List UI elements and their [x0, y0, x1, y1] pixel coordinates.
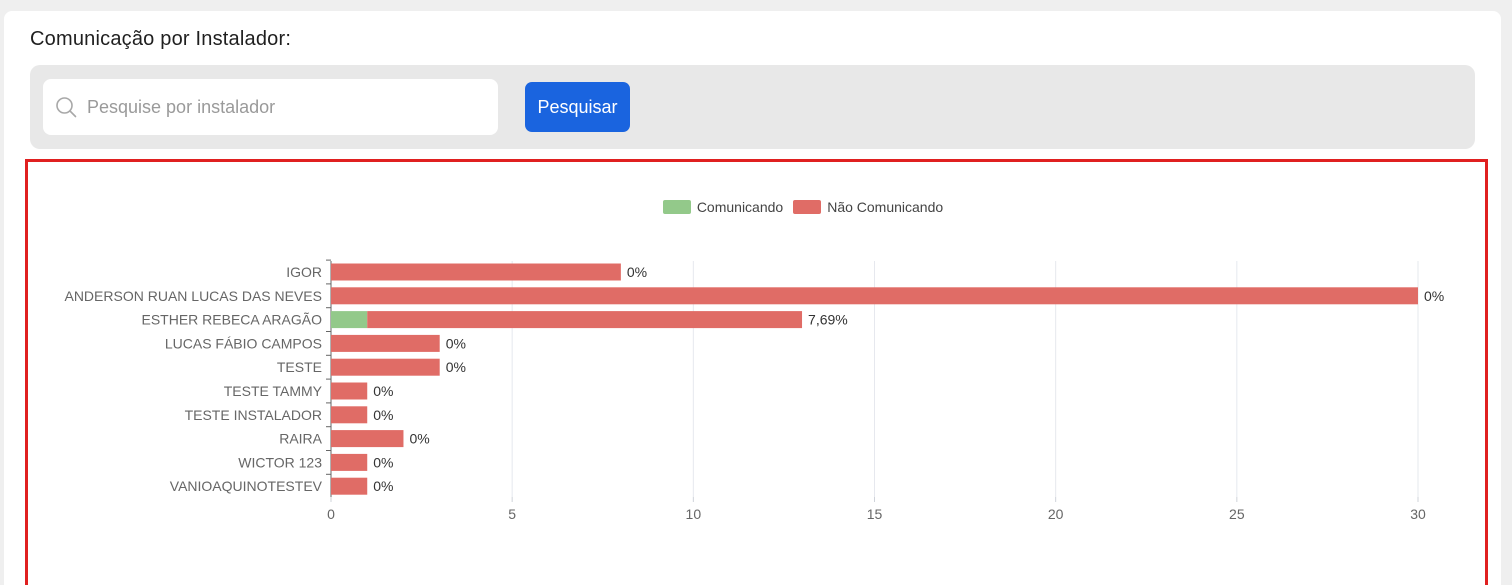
x-tick-label-2: 10 [686, 506, 702, 522]
bar-nao-comunicando-6 [331, 406, 368, 424]
data-label-1: 0% [1424, 288, 1444, 304]
y-tick-label-4: TESTE [277, 359, 322, 375]
page-title: Comunicação por Instalador: [30, 28, 292, 50]
x-tick-label-1: 5 [508, 506, 516, 522]
y-tick-label-2: ESTHER REBECA ARAGÃO [142, 312, 323, 328]
data-label-8: 0% [373, 454, 393, 470]
data-label-4: 0% [446, 359, 466, 375]
bar-nao-comunicando-4 [331, 358, 440, 376]
legend-label-nao-comunicando: Não Comunicando [827, 199, 944, 215]
y-tick-label-9: VANIOAQUINOTESTEV [170, 478, 323, 494]
data-label-3: 0% [446, 335, 466, 351]
bar-nao-comunicando-5 [331, 382, 368, 400]
search-panel: Pesquisar [30, 65, 1475, 149]
y-tick-label-0: IGOR [286, 264, 322, 280]
data-label-0: 0% [627, 264, 647, 280]
bar-nao-comunicando-1 [331, 287, 1418, 305]
search-button[interactable]: Pesquisar [525, 82, 630, 132]
bar-nao-comunicando-8 [331, 453, 368, 471]
data-label-6: 0% [373, 407, 393, 423]
data-label-9: 0% [373, 478, 393, 494]
y-tick-label-1: ANDERSON RUAN LUCAS DAS NEVES [64, 288, 322, 304]
y-tick-label-5: TESTE TAMMY [224, 383, 323, 399]
bar-nao-comunicando-9 [331, 477, 368, 495]
chart-legend: Comunicando Não Comunicando [0, 197, 1512, 217]
search-box[interactable] [43, 79, 498, 135]
search-icon [56, 97, 77, 118]
search-input[interactable] [87, 79, 487, 135]
legend-swatch-nao-comunicando [793, 200, 822, 214]
data-label-7: 0% [409, 431, 429, 447]
y-tick-label-6: TESTE INSTALADOR [185, 407, 322, 423]
bar-comunicando-2 [331, 311, 368, 329]
bar-nao-comunicando-7 [331, 430, 404, 448]
legend-item-nao-comunicando[interactable]: Não Comunicando [793, 197, 943, 217]
legend-label-comunicando: Comunicando [696, 199, 784, 215]
bar-nao-comunicando-2 [367, 311, 803, 329]
x-tick-label-0: 0 [327, 506, 335, 522]
y-tick-label-8: WICTOR 123 [238, 454, 322, 470]
x-tick-label-5: 25 [1229, 506, 1245, 522]
x-tick-label-4: 20 [1048, 506, 1064, 522]
y-tick-label-7: RAIRA [279, 431, 322, 447]
data-label-2: 7,69% [808, 312, 848, 328]
legend-swatch-comunicando [662, 200, 691, 214]
bar-nao-comunicando-3 [331, 334, 440, 352]
bar-nao-comunicando-0 [331, 263, 621, 281]
y-tick-label-3: LUCAS FÁBIO CAMPOS [165, 335, 322, 351]
x-tick-label-6: 30 [1410, 506, 1426, 522]
data-label-5: 0% [373, 383, 393, 399]
legend-item-comunicando[interactable]: Comunicando [662, 197, 784, 217]
x-tick-label-3: 15 [867, 506, 883, 522]
chart-highlight-frame [25, 159, 1488, 585]
